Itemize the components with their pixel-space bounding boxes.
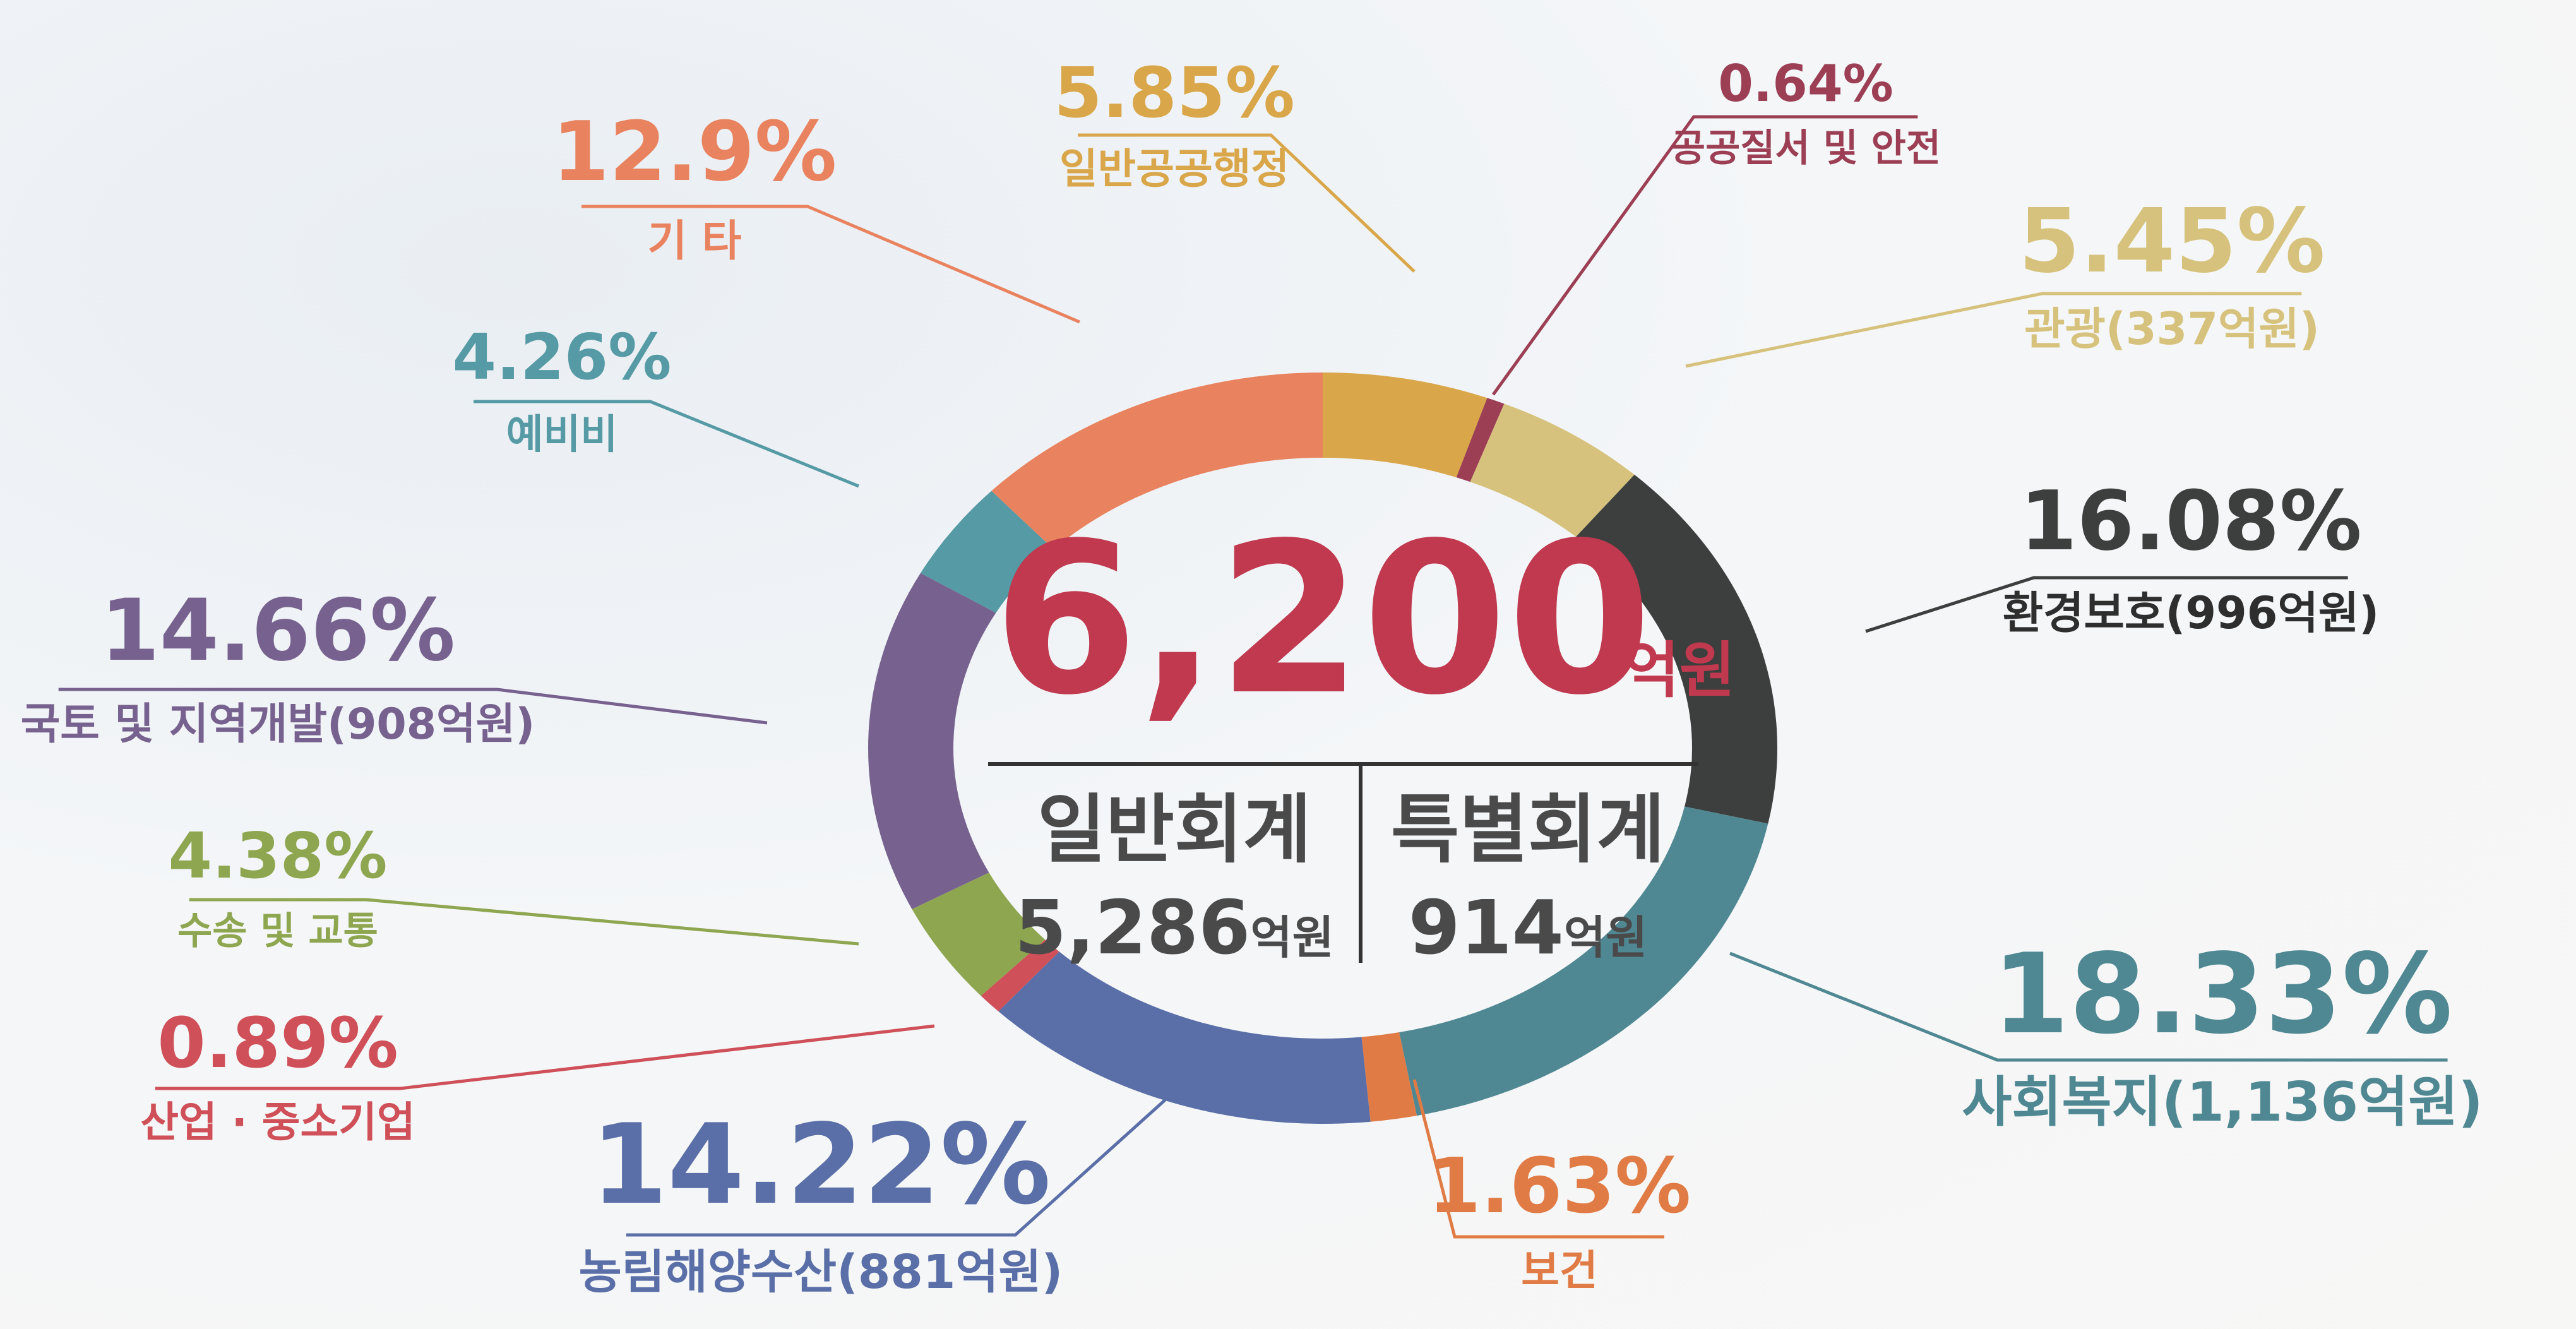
- total-unit: 억원: [1624, 635, 1736, 706]
- leader-line: [626, 1085, 1182, 1237]
- donut-segment: [1470, 403, 1635, 537]
- segment-labels: 5.85% 일반공공행정 0.64% 공공질서 및 안전 5.45% 관광(337억원) 1…: [21, 52, 2483, 1299]
- segment-percent-label: 14.22%: [591, 1101, 1051, 1229]
- segment-percent-label: 0.89%: [157, 1003, 398, 1083]
- segment-category-label: 일반공공행정: [1059, 145, 1289, 193]
- special-account-value: 914: [1409, 884, 1564, 971]
- segment-percent-label: 4.38%: [169, 819, 388, 893]
- leader-line: [474, 400, 859, 488]
- segment-category-label: 수송 및 교통: [177, 909, 378, 953]
- segment-category-label: 관광(337억원): [2024, 303, 2320, 355]
- leader-line: [58, 688, 768, 725]
- leader-line: [1078, 133, 1416, 273]
- segment-category-label: 보건: [1521, 1246, 1597, 1295]
- segment-percent-label: 14.66%: [100, 581, 455, 680]
- donut-segment: [1361, 1032, 1417, 1122]
- donut-segment: [912, 873, 1046, 996]
- leader-line: [1491, 115, 1918, 396]
- segment-percent-label: 18.33%: [1993, 931, 2453, 1059]
- leader-line: [155, 1024, 935, 1090]
- segment-category-label: 예비비: [506, 412, 618, 458]
- segment-percent-label: 16.08%: [2020, 473, 2361, 569]
- leader-line: [1865, 576, 2348, 633]
- donut-segment: [1456, 398, 1505, 482]
- leader-line: [581, 205, 1080, 324]
- segment-percent-label: 5.85%: [1054, 52, 1295, 133]
- segment-category-label: 공공질서 및 안전: [1671, 126, 1941, 170]
- segment-percent-label: 4.26%: [453, 320, 672, 394]
- donut-center: 6,200 억원 일반회계 특별회계 5,286억원 914억원: [988, 498, 1735, 971]
- donut-segment: [1399, 806, 1768, 1116]
- donut-segment: [991, 372, 1323, 549]
- general-account-value: 5,286: [1015, 884, 1250, 971]
- donut-segment: [998, 951, 1371, 1124]
- general-account-amount: 5,286억원: [1015, 884, 1334, 971]
- donut-segment: [1576, 474, 1777, 824]
- segment-category-label: 산업 · 중소기업: [140, 1098, 415, 1147]
- total-value: 6,200: [993, 498, 1652, 741]
- general-account-unit: 억원: [1250, 911, 1333, 964]
- segment-category-label: 국토 및 지역개발(908억원): [21, 700, 535, 749]
- donut-ring: [868, 372, 1777, 1124]
- leader-line: [189, 898, 859, 946]
- donut-segment: [1323, 372, 1488, 478]
- special-account-unit: 억원: [1564, 911, 1647, 964]
- leader-line: [1729, 951, 2448, 1062]
- leader-line: [1685, 292, 2302, 368]
- segment-category-label: 환경보호(996억원): [2003, 587, 2380, 639]
- special-account-label: 특별회계: [1391, 786, 1665, 873]
- segment-percent-label: 12.9%: [552, 104, 837, 200]
- leader-lines: [58, 115, 2448, 1239]
- segment-percent-label: 1.63%: [1428, 1143, 1691, 1231]
- segment-category-label: 농림해양수산(881억원): [579, 1245, 1063, 1299]
- leader-line: [1412, 1079, 1664, 1239]
- donut-segment: [981, 939, 1059, 1011]
- segment-percent-label: 0.64%: [1718, 54, 1893, 113]
- segment-category-label: 기 타: [648, 217, 742, 266]
- segment-percent-label: 5.45%: [2018, 190, 2325, 293]
- segment-category-label: 사회복지(1,136억원): [1962, 1071, 2483, 1134]
- special-account-amount: 914억원: [1409, 884, 1648, 971]
- general-account-label: 일반회계: [1037, 786, 1311, 873]
- donut-segment: [868, 573, 996, 909]
- donut-segment: [920, 491, 1054, 613]
